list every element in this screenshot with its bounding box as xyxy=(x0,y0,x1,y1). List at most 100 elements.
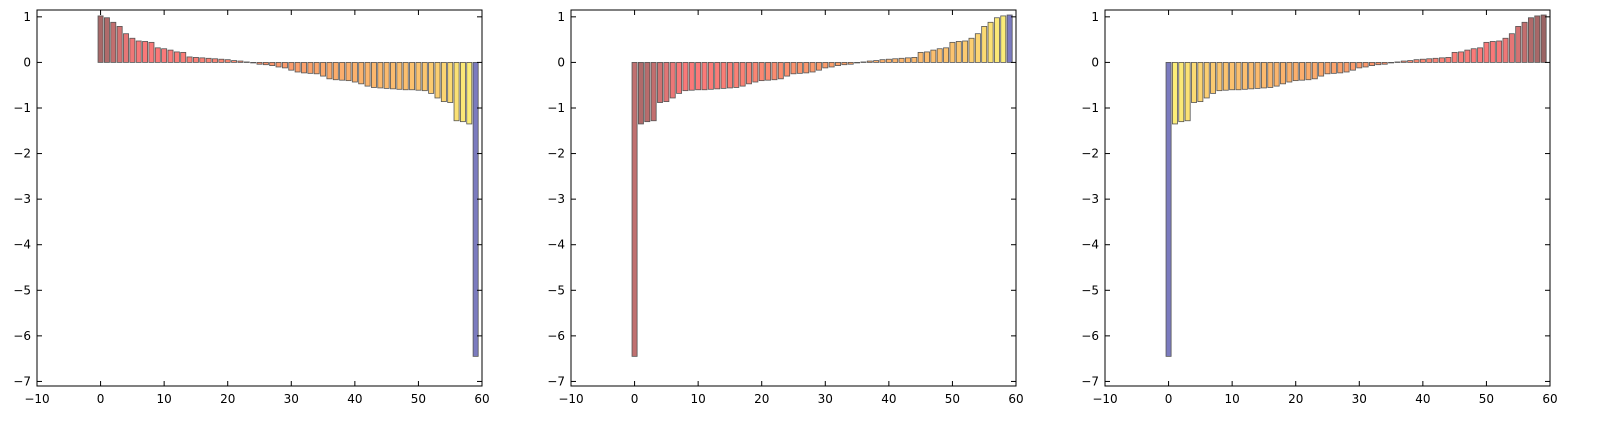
y-tick-label: −3 xyxy=(1081,192,1099,206)
bar xyxy=(955,41,962,63)
bars xyxy=(97,15,479,357)
bar xyxy=(803,62,810,74)
bar xyxy=(1210,62,1217,94)
bar xyxy=(1477,47,1484,63)
bar xyxy=(110,21,117,63)
bar xyxy=(911,57,918,63)
x-tick-label: 10 xyxy=(691,392,706,406)
bar xyxy=(262,62,269,66)
bars xyxy=(1165,14,1547,357)
bar xyxy=(1000,15,1007,63)
bar xyxy=(1292,62,1299,82)
y-tick-label: 1 xyxy=(557,10,565,24)
bar xyxy=(1400,60,1407,63)
bar xyxy=(1311,62,1318,80)
bar xyxy=(758,62,765,82)
bar xyxy=(173,51,180,63)
bar xyxy=(733,62,740,88)
axes-frame xyxy=(1104,9,1551,387)
bar xyxy=(135,40,142,63)
bar xyxy=(682,62,689,92)
bar xyxy=(459,62,466,123)
bar xyxy=(186,56,193,63)
bar xyxy=(123,33,129,63)
bar xyxy=(415,62,422,91)
x-tick-label: 10 xyxy=(157,392,172,406)
bar xyxy=(714,62,721,90)
bar xyxy=(1286,62,1293,83)
bar xyxy=(1305,62,1312,81)
bar xyxy=(1299,62,1306,81)
bar xyxy=(707,62,714,90)
bar xyxy=(1362,62,1369,68)
bar xyxy=(1216,62,1223,92)
bar xyxy=(1369,62,1375,66)
y-tick-label: −4 xyxy=(1081,238,1099,252)
bar xyxy=(1496,40,1503,63)
y-tick-label: −3 xyxy=(13,192,31,206)
y-tick-label: −4 xyxy=(13,238,31,252)
bar xyxy=(1534,15,1541,63)
bar xyxy=(224,59,231,63)
bar xyxy=(924,51,930,63)
bar xyxy=(879,59,886,63)
y-tick-label: 1 xyxy=(1091,10,1099,24)
bar xyxy=(1280,62,1286,85)
bar xyxy=(726,62,733,89)
bar xyxy=(695,62,702,91)
bar xyxy=(1470,48,1477,63)
x-tick-label: 10 xyxy=(1225,392,1240,406)
x-tick-label: 20 xyxy=(220,392,235,406)
bar xyxy=(466,62,473,125)
bar xyxy=(885,58,892,63)
bar xyxy=(746,62,752,85)
x-tick-label: 20 xyxy=(1288,392,1303,406)
bar xyxy=(974,33,981,63)
bar xyxy=(1343,62,1350,73)
y-tick-label: −6 xyxy=(547,329,565,343)
bar xyxy=(1407,60,1414,63)
bar xyxy=(1445,57,1452,63)
y-tick-label: −5 xyxy=(547,283,565,297)
bar xyxy=(1508,33,1515,63)
bar xyxy=(1222,62,1229,91)
y-tick-label: −4 xyxy=(547,238,565,252)
x-tick-label: 50 xyxy=(1479,392,1494,406)
y-tick-label: −5 xyxy=(1081,283,1099,297)
axes-frame xyxy=(570,9,1017,387)
bar xyxy=(828,62,835,68)
bar xyxy=(1171,62,1178,125)
bar xyxy=(1203,62,1210,99)
bar xyxy=(1419,58,1426,63)
bar xyxy=(161,48,168,63)
bar xyxy=(142,41,149,63)
x-tick-label: −10 xyxy=(24,392,49,406)
bar xyxy=(688,62,695,91)
bar xyxy=(301,62,307,74)
bar xyxy=(351,62,358,83)
bar xyxy=(288,62,295,71)
bar xyxy=(396,62,403,90)
bar xyxy=(1521,21,1528,63)
bar xyxy=(218,58,225,63)
bar xyxy=(657,62,663,103)
bar xyxy=(892,58,899,63)
bar xyxy=(129,37,136,63)
bar xyxy=(1394,61,1401,63)
bar xyxy=(904,57,911,63)
bar xyxy=(148,41,155,63)
bar xyxy=(1458,51,1464,63)
bar xyxy=(1451,51,1458,63)
bar xyxy=(663,62,670,103)
bar xyxy=(1464,49,1471,63)
bar xyxy=(313,62,320,75)
bar xyxy=(339,62,346,81)
y-tick-label: −7 xyxy=(547,374,565,388)
bar xyxy=(1324,62,1331,75)
bar xyxy=(1229,62,1236,91)
bar xyxy=(949,41,956,63)
bar xyxy=(1235,62,1242,91)
bar xyxy=(1375,62,1382,66)
bar xyxy=(1388,62,1395,64)
